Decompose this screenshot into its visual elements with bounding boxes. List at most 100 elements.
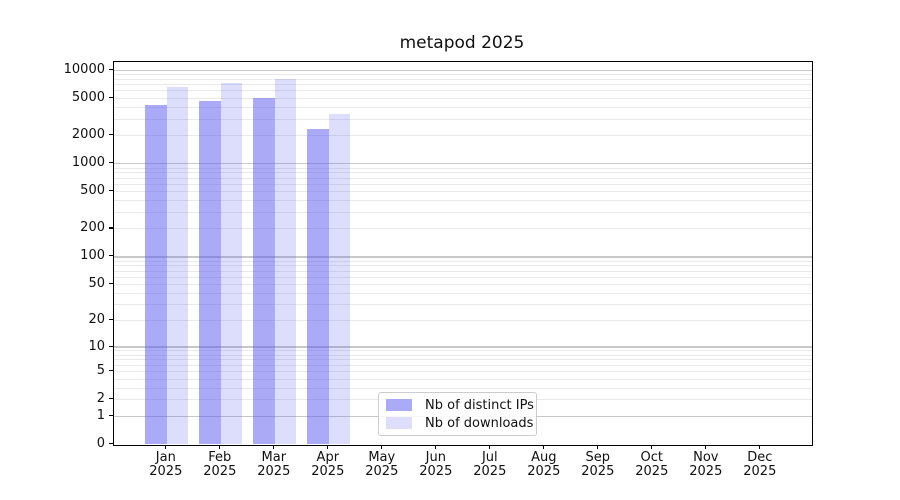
y-tick-mark	[109, 96, 113, 98]
bar-distinct-ips	[199, 100, 221, 445]
minor-gridline	[114, 73, 812, 75]
y-tick-label: 5	[96, 363, 105, 379]
x-tick-mark	[597, 444, 599, 449]
minor-gridline	[114, 350, 812, 352]
minor-gridline	[114, 293, 812, 295]
y-tick-mark	[109, 398, 113, 400]
minor-gridline	[114, 354, 812, 356]
x-tick-mark	[759, 444, 761, 449]
y-tick-mark	[109, 345, 113, 347]
minor-gridline	[114, 212, 812, 214]
minor-gridline	[114, 265, 812, 267]
minor-gridline	[114, 304, 812, 306]
bar-downloads	[274, 78, 297, 445]
legend-item: Nb of distinct IPs	[386, 398, 534, 413]
y-tick-label: 2	[96, 391, 105, 407]
y-tick-label: 1000	[71, 155, 105, 171]
major-gridline	[114, 256, 812, 258]
minor-gridline	[114, 167, 812, 169]
x-tick-mark	[165, 444, 167, 449]
y-tick-label: 100	[80, 248, 105, 264]
y-tick-mark	[109, 283, 113, 285]
major-gridline	[114, 163, 812, 165]
minor-gridline	[114, 284, 812, 286]
y-tick-mark	[109, 68, 113, 70]
y-tick-label: 1	[96, 407, 105, 423]
x-tick-mark	[273, 444, 275, 449]
minor-gridline	[114, 97, 812, 99]
minor-gridline	[114, 371, 812, 373]
y-tick-label: 500	[80, 183, 105, 199]
y-tick-label: 2000	[71, 127, 105, 143]
x-tick-mark	[651, 444, 653, 449]
legend-item-label: Nb of distinct IPs	[425, 397, 534, 413]
bar-downloads	[328, 114, 351, 445]
bar-distinct-ips	[253, 98, 275, 445]
y-tick-label: 5000	[71, 89, 105, 105]
minor-gridline	[114, 359, 812, 361]
y-tick-label: 10000	[63, 61, 105, 77]
x-tick-label: Oct 2025	[635, 449, 669, 479]
legend-item-label: Nb of downloads	[425, 415, 534, 431]
minor-gridline	[114, 378, 812, 380]
x-tick-mark	[705, 444, 707, 449]
y-tick-mark	[109, 442, 113, 445]
x-tick-label: Feb 2025	[203, 449, 237, 479]
y-tick-mark	[109, 319, 113, 321]
y-tick-label: 0	[96, 436, 105, 451]
legend-item: Nb of downloads	[386, 416, 533, 431]
minor-gridline	[114, 177, 812, 179]
x-tick-label: Mar 2025	[257, 449, 291, 479]
legend: Nb of distinct IPs Nb of downloads	[378, 392, 537, 436]
minor-gridline	[114, 172, 812, 174]
bar-distinct-ips	[145, 105, 167, 445]
legend-swatch-distinct-ips	[386, 398, 412, 412]
x-tick-mark	[543, 444, 545, 449]
minor-gridline	[114, 276, 812, 278]
y-tick-mark	[109, 227, 113, 229]
x-tick-mark	[219, 444, 221, 449]
minor-gridline	[114, 183, 812, 185]
major-gridline	[114, 69, 812, 71]
y-tick-label: 50	[88, 276, 105, 292]
bar-downloads	[166, 87, 189, 445]
minor-gridline	[114, 191, 812, 193]
x-tick-mark	[435, 444, 437, 449]
x-tick-mark	[381, 444, 383, 449]
minor-gridline	[114, 106, 812, 108]
minor-gridline	[114, 260, 812, 262]
y-tick-mark	[109, 134, 113, 136]
minor-gridline	[114, 118, 812, 120]
x-tick-label: Sep 2025	[581, 449, 615, 479]
minor-gridline	[114, 135, 812, 137]
chart-title: metapod 2025	[399, 33, 525, 53]
y-tick-mark	[109, 414, 113, 416]
x-tick-label: Jan 2025	[149, 449, 183, 479]
y-tick-label: 10	[88, 338, 105, 354]
minor-gridline	[114, 200, 812, 202]
x-tick-mark	[489, 444, 491, 449]
x-tick-label: Aug 2025	[527, 449, 561, 479]
bar-distinct-ips	[307, 129, 329, 445]
plot-area	[113, 61, 813, 446]
x-tick-label: Apr 2025	[311, 449, 345, 479]
minor-gridline	[114, 90, 812, 92]
minor-gridline	[114, 84, 812, 86]
major-gridline	[114, 346, 812, 348]
x-tick-label: Nov 2025	[689, 449, 723, 479]
y-tick-mark	[109, 190, 113, 192]
y-tick-mark	[109, 162, 113, 164]
x-tick-mark	[327, 444, 329, 449]
minor-gridline	[114, 320, 812, 322]
minor-gridline	[114, 78, 812, 80]
x-tick-label: Jun 2025	[419, 449, 453, 479]
minor-gridline	[114, 364, 812, 366]
minor-gridline	[114, 387, 812, 389]
x-tick-label: May 2025	[365, 449, 399, 479]
legend-swatch-downloads	[386, 416, 412, 430]
y-tick-label: 20	[88, 312, 105, 328]
bar-downloads	[220, 83, 243, 445]
x-tick-label: Jul 2025	[473, 449, 507, 479]
y-tick-label: 200	[80, 220, 105, 236]
